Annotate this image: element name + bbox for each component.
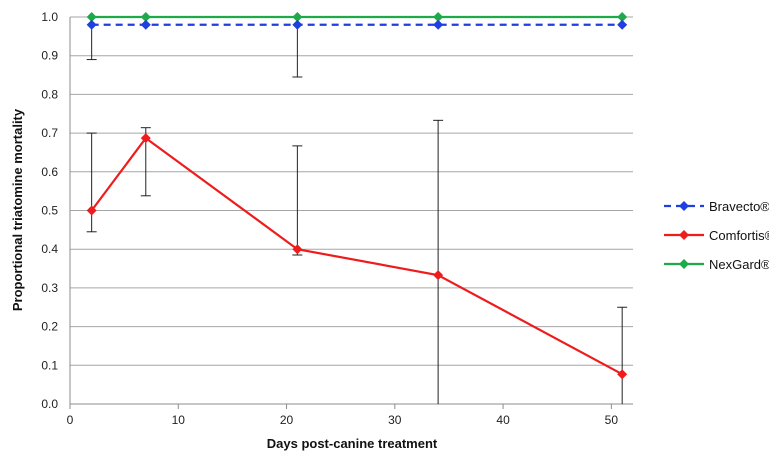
y-axis-label: Proportional triatomine mortality [10, 108, 25, 311]
data-point [617, 12, 628, 22]
x-tick-label: 50 [605, 413, 619, 427]
y-tick-label: 0.4 [41, 242, 58, 256]
y-tick-label: 0.3 [41, 281, 58, 295]
x-tick-label: 0 [67, 413, 74, 427]
y-tick-label: 0.0 [41, 397, 58, 411]
x-tick-labels: 0 10 20 30 40 50 [67, 413, 619, 427]
data-point [433, 19, 444, 30]
axes [69, 17, 633, 409]
x-axis-label: Days post-canine treatment [267, 436, 438, 451]
data-point [140, 19, 151, 30]
data-point [140, 133, 151, 144]
series-lines [90, 15, 623, 376]
data-point [292, 19, 303, 30]
legend-label: NexGard® [709, 257, 769, 272]
y-tick-label: 0.5 [41, 204, 58, 218]
y-tick-label: 0.9 [41, 49, 58, 63]
legend-marker [679, 259, 689, 269]
data-point [433, 270, 444, 281]
y-tick-label: 0.2 [41, 320, 58, 334]
y-tick-label: 0.7 [41, 126, 58, 140]
data-point [617, 369, 628, 380]
series-line [90, 136, 623, 376]
data-point [86, 12, 97, 22]
x-tick-label: 30 [388, 413, 402, 427]
data-point [140, 12, 151, 22]
legend-label: Comfortis® [709, 228, 769, 243]
y-tick-labels: 0.0 0.1 0.2 0.3 0.4 0.5 0.6 0.7 0.8 0.9 1.0 [41, 10, 58, 411]
y-tick-label: 0.1 [41, 358, 58, 372]
x-tick-label: 10 [172, 413, 186, 427]
legend-marker [679, 201, 689, 211]
series-markers [86, 12, 628, 380]
x-tick-label: 20 [280, 413, 294, 427]
data-point [617, 19, 628, 30]
legend-label: Bravecto® [709, 199, 769, 214]
y-tick-label: 1.0 [41, 10, 58, 24]
x-tick-label: 40 [496, 413, 510, 427]
y-tick-label: 0.8 [41, 87, 58, 101]
data-point [86, 19, 97, 30]
data-point [86, 205, 97, 216]
error-bars [86, 24, 628, 404]
gridlines [70, 16, 633, 366]
y-tick-label: 0.6 [41, 165, 58, 179]
data-point [292, 12, 303, 22]
data-point [292, 244, 303, 255]
legend: Bravecto® Comfortis® NexGard® [664, 199, 769, 272]
legend-marker [679, 230, 689, 240]
data-point [433, 12, 444, 22]
